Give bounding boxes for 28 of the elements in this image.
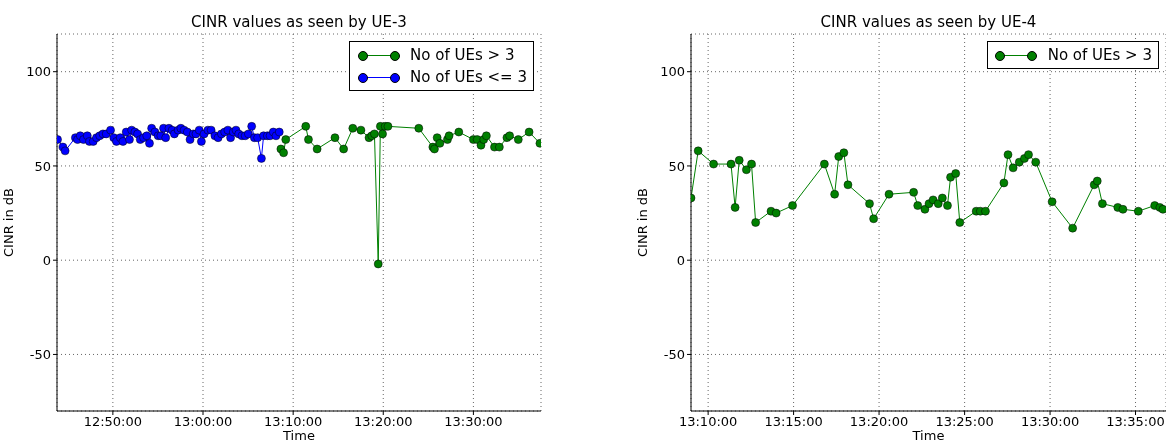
chart-title: CINR values as seen by UE-4: [819, 13, 1038, 31]
x-tick-label: 13:25:00: [935, 414, 994, 430]
legend-label: No of UEs <= 3: [410, 67, 527, 88]
y-tick-label: -50: [663, 347, 685, 363]
x-tick-label: 13:00:00: [173, 414, 233, 430]
y-tick-label: 50: [668, 158, 685, 174]
x-tick-label: 13:15:00: [764, 414, 823, 430]
legend-label: No of UEs > 3: [410, 45, 515, 66]
y-tick-label: 0: [42, 252, 51, 268]
x-tick-label: 13:30:00: [444, 414, 503, 430]
x-tick-label: 13:35:00: [1106, 414, 1165, 430]
x-axis-title: Time: [911, 428, 945, 441]
y-tick-label: 100: [660, 64, 685, 80]
y-tick-label: -50: [29, 347, 51, 363]
y-axis-title: CINR in dB: [0, 188, 16, 257]
x-tick-label: 13:10:00: [678, 414, 738, 430]
y-tick-label: 50: [34, 158, 51, 174]
legend-label: No of UEs > 3: [1047, 45, 1152, 66]
y-axis-title: CINR in dB: [634, 188, 650, 257]
x-tick-label: 13:20:00: [354, 414, 413, 430]
y-tick-label: 100: [26, 64, 51, 80]
x-tick-label: 13:10:00: [263, 414, 323, 430]
x-tick-label: 12:50:00: [83, 414, 143, 430]
x-tick-label: 13:20:00: [849, 414, 909, 430]
x-axis-title: Time: [282, 428, 315, 441]
chart-title: CINR values as seen by UE-3: [190, 13, 408, 31]
x-tick-label: 13:30:00: [1020, 414, 1080, 430]
y-tick-label: 0: [676, 252, 685, 268]
